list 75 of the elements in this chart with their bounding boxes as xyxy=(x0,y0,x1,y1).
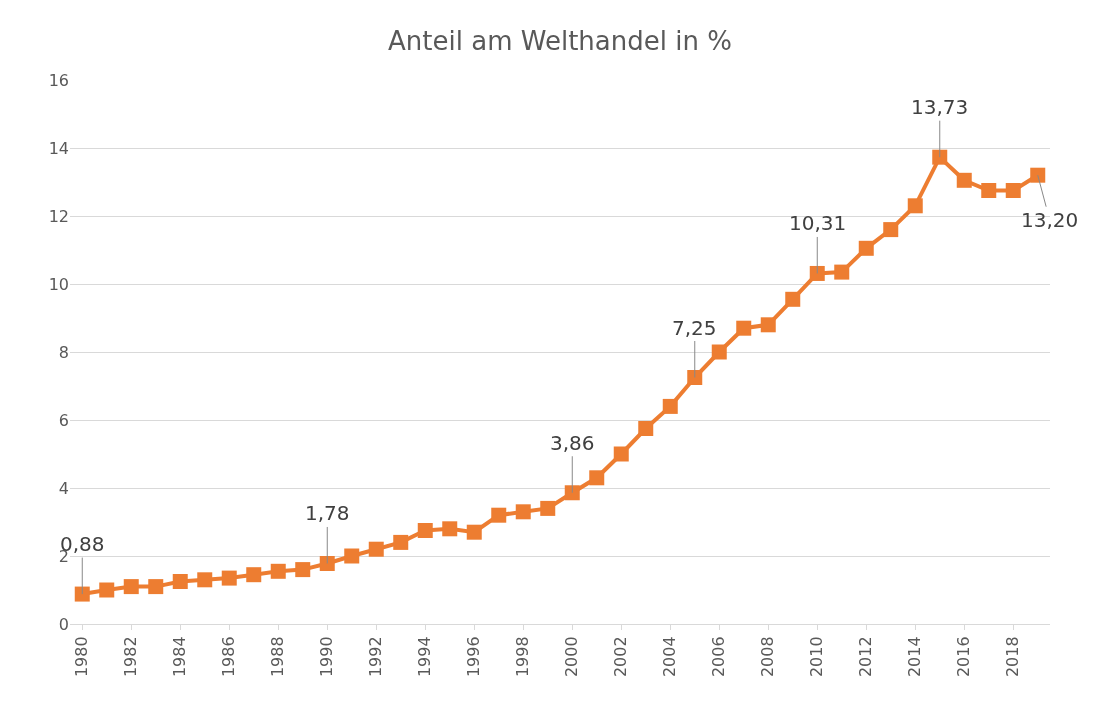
point xyxy=(246,567,262,583)
point xyxy=(638,421,654,436)
y-tick-label: 6 xyxy=(58,410,69,430)
point xyxy=(1030,167,1046,183)
x-tick-label: 2006 xyxy=(709,636,729,678)
x-tick-label: 2008 xyxy=(758,636,778,678)
point xyxy=(785,291,801,307)
y-tick-label: 8 xyxy=(58,342,69,362)
x-tick-label: 1992 xyxy=(366,636,386,678)
x-tick-label: 1982 xyxy=(121,636,141,678)
chart-title: Anteil am Welthandel in % xyxy=(388,25,732,56)
point xyxy=(736,320,752,336)
point xyxy=(956,172,972,188)
point xyxy=(883,222,899,238)
point xyxy=(932,149,948,165)
x-tick-label: 1984 xyxy=(170,636,190,678)
x-tick-label: 2014 xyxy=(905,636,925,678)
point xyxy=(491,507,507,523)
y-tick-label: 16 xyxy=(48,70,69,90)
point xyxy=(319,555,335,571)
point xyxy=(393,534,409,550)
point xyxy=(123,579,139,595)
x-tick-label: 2012 xyxy=(856,636,876,678)
point xyxy=(515,504,531,520)
y-tick-label: 12 xyxy=(48,206,69,226)
point xyxy=(1005,183,1021,198)
point xyxy=(74,586,90,602)
data-label: 10,31 xyxy=(789,211,847,235)
point xyxy=(589,470,605,486)
point xyxy=(270,563,286,579)
y-tick-label: 10 xyxy=(48,274,69,294)
data-label: 1,78 xyxy=(305,501,350,525)
point xyxy=(809,265,825,281)
y-tick-label: 14 xyxy=(48,138,69,158)
point xyxy=(197,572,213,588)
data-label: 13,20 xyxy=(1021,208,1079,232)
point xyxy=(613,446,629,462)
point xyxy=(687,370,703,385)
data-label: 7,25 xyxy=(672,316,717,340)
x-tick-label: 1988 xyxy=(268,636,288,678)
point xyxy=(442,521,458,537)
point xyxy=(172,574,188,589)
x-tick-label: 2004 xyxy=(660,636,680,678)
point xyxy=(221,570,237,586)
data-label: 3,86 xyxy=(550,431,595,455)
x-tick-label: 1994 xyxy=(415,636,435,678)
point xyxy=(148,579,164,595)
x-tick-label: 1998 xyxy=(513,636,533,678)
x-tick-label: 1986 xyxy=(219,636,239,678)
point xyxy=(368,541,384,557)
point xyxy=(417,523,433,538)
point xyxy=(99,582,115,598)
x-tick-label: 1980 xyxy=(72,636,92,678)
data-label: 13,73 xyxy=(911,95,969,119)
y-tick-label: 0 xyxy=(58,614,69,634)
point xyxy=(466,524,482,540)
x-tick-label: 2002 xyxy=(611,636,631,678)
x-tick-label: 2000 xyxy=(562,636,582,678)
point xyxy=(858,240,874,256)
point xyxy=(662,398,678,414)
point xyxy=(344,548,360,564)
x-tick-label: 1996 xyxy=(464,636,484,678)
x-tick-label: 2010 xyxy=(807,636,827,678)
x-tick-label: 2016 xyxy=(954,636,974,678)
point xyxy=(981,183,997,198)
x-tick-label: 1990 xyxy=(317,636,337,678)
point xyxy=(711,344,727,360)
y-tick-label: 4 xyxy=(58,478,69,498)
point xyxy=(834,264,850,280)
point xyxy=(564,485,580,501)
point xyxy=(540,500,556,516)
point xyxy=(295,562,311,578)
point xyxy=(760,317,776,333)
point xyxy=(907,198,923,214)
x-tick-label: 2018 xyxy=(1003,636,1023,678)
